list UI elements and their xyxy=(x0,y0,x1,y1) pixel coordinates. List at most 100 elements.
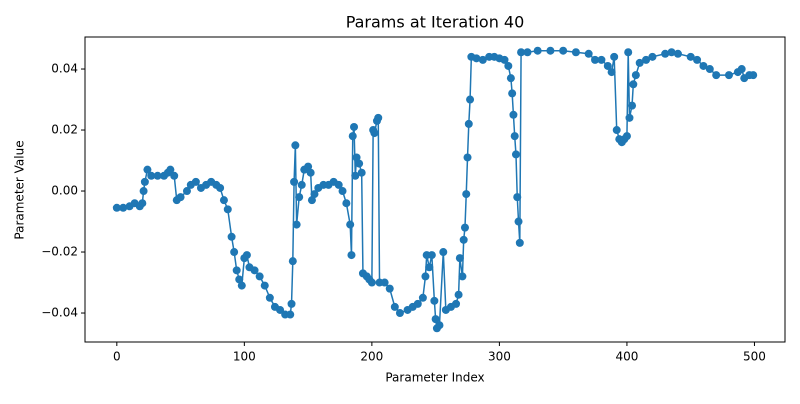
data-point xyxy=(435,321,444,330)
data-point xyxy=(140,177,149,186)
data-point xyxy=(724,71,733,80)
data-point xyxy=(367,278,376,287)
data-point xyxy=(622,132,631,141)
x-tick-label: 200 xyxy=(360,350,383,364)
data-point xyxy=(290,177,299,186)
data-point xyxy=(500,55,509,64)
data-point xyxy=(297,180,306,189)
data-point xyxy=(338,187,347,196)
data-point xyxy=(223,205,232,214)
data-point xyxy=(603,61,612,70)
data-point xyxy=(292,220,301,229)
data-point xyxy=(250,266,259,275)
data-point xyxy=(418,293,427,302)
data-point xyxy=(390,302,399,311)
data-point xyxy=(351,171,360,180)
data-point xyxy=(334,180,343,189)
data-point xyxy=(661,49,670,58)
x-tick-label: 300 xyxy=(488,350,511,364)
data-point xyxy=(591,55,600,64)
data-point xyxy=(452,299,461,308)
plot-frame xyxy=(84,36,786,343)
data-point xyxy=(413,299,422,308)
data-point xyxy=(237,281,246,290)
data-point xyxy=(295,193,304,202)
data-point xyxy=(624,48,633,57)
data-point xyxy=(559,46,568,55)
data-point xyxy=(431,315,440,324)
data-point xyxy=(374,113,383,122)
data-point xyxy=(504,61,513,70)
data-point xyxy=(466,95,475,104)
data-point xyxy=(143,165,152,174)
data-point xyxy=(667,48,676,57)
data-point xyxy=(255,272,264,281)
data-point xyxy=(629,80,638,89)
data-point xyxy=(291,141,300,150)
data-point xyxy=(288,257,297,266)
data-point xyxy=(112,203,121,212)
data-point xyxy=(511,150,520,159)
y-axis-label: Parameter Value xyxy=(13,140,27,239)
data-point xyxy=(276,305,285,314)
data-point xyxy=(514,217,523,226)
data-point xyxy=(395,309,404,318)
data-point xyxy=(515,238,524,247)
data-point xyxy=(370,129,379,138)
data-point xyxy=(712,71,721,80)
data-point xyxy=(357,168,366,177)
data-point xyxy=(355,159,364,168)
data-point xyxy=(166,165,175,174)
data-point xyxy=(182,187,191,196)
data-point xyxy=(673,49,682,58)
data-point xyxy=(628,101,637,110)
data-point xyxy=(227,232,236,241)
x-tick-label: 100 xyxy=(233,350,256,364)
data-point xyxy=(462,190,471,199)
data-point xyxy=(306,168,315,177)
data-point xyxy=(508,89,517,98)
data-point xyxy=(510,132,519,141)
data-point xyxy=(304,162,313,171)
data-point xyxy=(287,299,296,308)
data-point xyxy=(597,55,606,64)
data-point xyxy=(517,48,526,57)
data-point xyxy=(625,113,634,122)
data-point xyxy=(425,263,434,272)
data-point xyxy=(421,272,430,281)
data-point xyxy=(635,58,644,67)
data-point xyxy=(235,275,244,284)
data-point xyxy=(310,190,319,199)
data-point xyxy=(350,122,359,131)
data-point xyxy=(260,281,269,290)
data-point xyxy=(699,61,708,70)
data-point xyxy=(216,183,225,192)
data-point xyxy=(509,110,518,119)
data-point xyxy=(472,54,481,63)
data-point xyxy=(610,52,619,61)
data-point xyxy=(705,65,714,74)
data-point xyxy=(737,65,746,74)
data-point xyxy=(385,284,394,293)
data-point xyxy=(612,126,621,135)
data-point xyxy=(459,235,468,244)
data-point xyxy=(219,196,228,205)
data-point xyxy=(191,177,200,186)
x-tick-label: 500 xyxy=(743,350,766,364)
data-point xyxy=(230,248,239,257)
data-point xyxy=(464,119,473,128)
chart-title: Params at Iteration 40 xyxy=(346,13,525,32)
data-point xyxy=(139,187,148,196)
data-point xyxy=(138,199,147,208)
data-point xyxy=(346,220,355,229)
data-point xyxy=(119,203,128,212)
data-point xyxy=(427,251,436,260)
x-tick-label: 0 xyxy=(113,350,121,364)
data-point xyxy=(439,248,448,257)
data-point xyxy=(686,52,695,61)
data-point xyxy=(348,132,357,141)
data-point xyxy=(307,196,316,205)
x-axis-label: Parameter Index xyxy=(385,371,484,385)
